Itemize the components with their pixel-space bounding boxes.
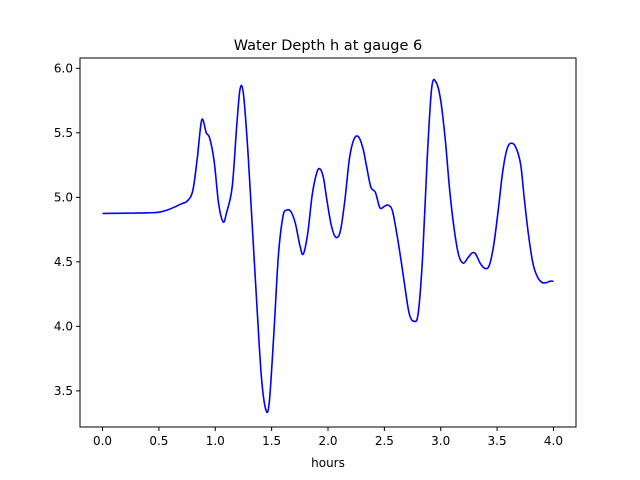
y-tick-label: 5.0 bbox=[54, 190, 73, 204]
y-tick-label: 3.5 bbox=[54, 384, 73, 398]
x-tick-label: 1.5 bbox=[262, 434, 281, 448]
x-axis-label: hours bbox=[311, 456, 345, 470]
x-tick-label: 3.5 bbox=[488, 434, 507, 448]
x-tick-label: 0.0 bbox=[93, 434, 112, 448]
y-tick-label: 6.0 bbox=[54, 61, 73, 75]
axes-frame bbox=[79, 57, 577, 428]
x-tick-label: 0.5 bbox=[149, 434, 168, 448]
series-line bbox=[102, 78, 554, 414]
x-tick-label: 4.0 bbox=[544, 434, 563, 448]
y-axis: 3.5 4.0 4.5 5.0 5.5 6.0 bbox=[54, 61, 80, 398]
y-tick-label: 4.0 bbox=[54, 319, 73, 333]
x-tick-label: 2.5 bbox=[375, 434, 394, 448]
plot-area bbox=[102, 78, 554, 414]
x-axis: 0.0 0.5 1.0 1.5 2.0 2.5 3.0 3.5 4.0 bbox=[93, 427, 563, 448]
chart-title: Water Depth h at gauge 6 bbox=[234, 38, 422, 54]
x-tick-label: 3.0 bbox=[431, 434, 450, 448]
y-tick-label: 4.5 bbox=[54, 255, 73, 269]
x-tick-label: 2.0 bbox=[318, 434, 337, 448]
x-tick-label: 1.0 bbox=[206, 434, 225, 448]
y-tick-label: 5.5 bbox=[54, 126, 73, 140]
